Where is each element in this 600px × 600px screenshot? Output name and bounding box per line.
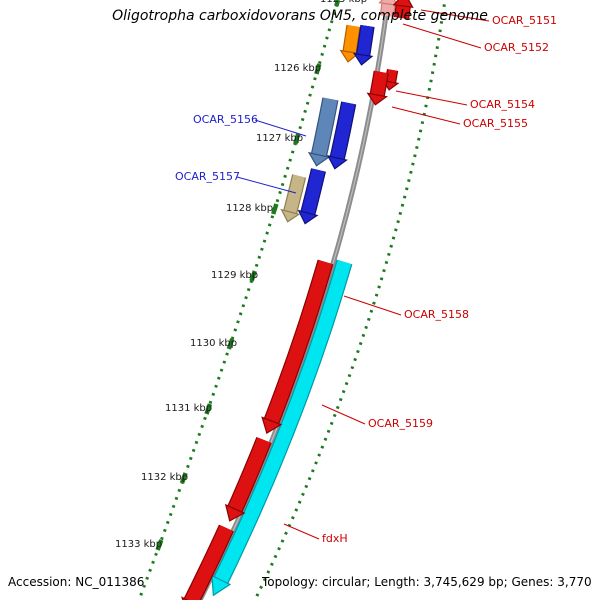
sequence-title: Oligotropha carboxidovorans OM5, complet… [112,8,488,24]
gene-feature-OCAR_5157[interactable] [301,168,325,215]
gene-feature-head-OCAR_5156-gene[interactable] [307,151,331,167]
gene-label-fdxh[interactable]: fdxH [322,532,348,545]
gene-feature-OCAR_5155[interactable] [386,69,398,83]
position-label-1132: 1132 kbp [141,472,189,483]
position-label-1127: 1127 kbp [256,133,304,144]
gene-label-ocar-5155[interactable]: OCAR_5155 [463,117,529,130]
gene-label-ocar-5159[interactable]: OCAR_5159 [368,417,434,430]
kbp-tick-3 [271,203,279,215]
gene-feature-OCAR_5154[interactable] [370,70,388,97]
gene-feature-head-OCAR_5157-gene[interactable] [280,208,301,223]
leader-line-0 [420,9,490,22]
kbp-tick-2 [293,133,301,145]
gene-feature-head-OCAR_5152[interactable] [378,0,399,6]
leader-line-2 [395,90,468,106]
gene-feature-head-OCAR_5156[interactable] [326,155,348,170]
gene-feature-head-OCAR_5158[interactable] [211,574,232,597]
kbp-tick-0 [334,0,341,7]
position-label-1129: 1129 kbp [211,270,259,281]
gene-label-ocar-5152[interactable]: OCAR_5152 [484,41,550,54]
accession-text: Accession: NC_011386 [8,575,145,589]
kbp-tick-7 [179,472,188,484]
position-label-1131: 1131 kbp [165,403,213,414]
position-label-1130: 1130 kbp [190,338,238,349]
leader-line-5 [236,176,297,194]
leader-line-7 [321,404,366,425]
gene-feature-OCAR_5159[interactable] [265,259,333,424]
gene-feature-gene-orange[interactable] [343,25,360,53]
kbp-tick-6 [204,403,213,415]
kbp-tick-8 [155,539,164,551]
gene-feature-OCAR_5152[interactable] [380,3,395,17]
leader-line-1 [402,23,482,49]
kbp-tick-4 [249,270,257,282]
leader-line-3 [391,106,461,125]
gene-feature-gene-red-bottom[interactable] [184,525,233,600]
leader-line-4 [254,119,307,137]
kbp-tick-1 [314,63,322,75]
position-label-1126: 1126 kbp [274,63,322,74]
gene-label-ocar-5156[interactable]: OCAR_5156 [193,113,259,126]
tick-rail-right [253,0,447,600]
leader-line-8 [283,523,320,540]
position-label-1133: 1133 kbp [115,539,163,550]
gene-feature-head-gene-red-bottom[interactable] [181,596,200,600]
kbp-tick-5 [226,338,235,350]
gene-label-ocar-5154[interactable]: OCAR_5154 [470,98,536,111]
topology-text: Topology: circular; Length: 3,745,629 bp… [262,575,592,589]
gene-feature-head-OCAR_5157[interactable] [297,209,319,225]
gene-feature-OCAR_5156[interactable] [330,101,356,160]
gene-feature-head-OCAR_5151[interactable] [392,0,414,8]
gene-feature-OCAR_5151[interactable] [395,5,410,19]
gene-label-ocar-5157[interactable]: OCAR_5157 [175,170,241,183]
gene-feature-head-fdxH[interactable] [224,503,246,522]
gene-feature-head-gene-blue-top[interactable] [352,52,374,66]
gene-feature-head-OCAR_5154[interactable] [366,92,388,106]
gene-feature-OCAR_5156-gene[interactable] [312,97,338,157]
gene-feature-gene-blue-top[interactable] [357,25,374,56]
gene-feature-head-OCAR_5159[interactable] [261,416,283,435]
leader-line-6 [343,295,402,316]
tick-rail-left [137,0,340,600]
gene-feature-OCAR_5157-gene[interactable] [284,174,305,214]
position-label-1125: 1125 kbp [320,0,367,5]
gene-label-ocar-5158[interactable]: OCAR_5158 [404,308,470,321]
gene-feature-OCAR_5158[interactable] [214,259,352,584]
gene-feature-fdxH[interactable] [228,437,271,512]
gene-label-ocar-5151[interactable]: OCAR_5151 [492,14,558,27]
position-label-1128: 1128 kbp [226,203,274,214]
